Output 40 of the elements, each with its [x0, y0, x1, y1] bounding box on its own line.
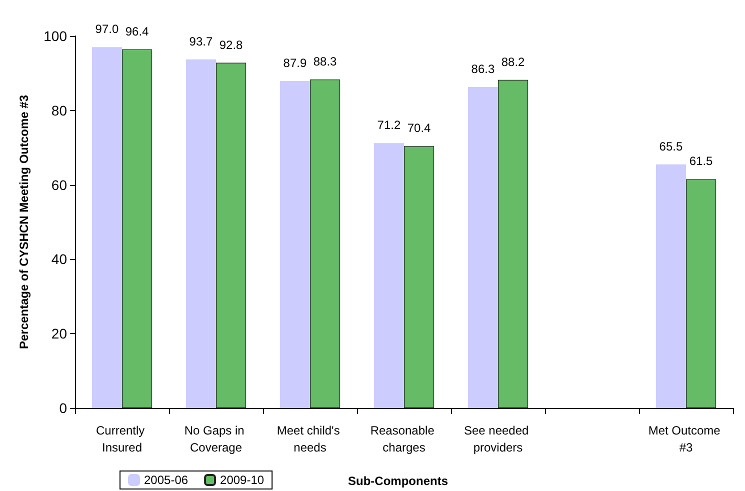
x-tick-label: Meet child's needs [276, 424, 344, 454]
x-tick-label: See needed providers [464, 424, 532, 454]
bar [656, 164, 686, 408]
bar [468, 86, 498, 408]
bar [186, 59, 216, 408]
y-tick-label: 100 [44, 28, 68, 44]
data-label: 88.2 [501, 54, 526, 69]
data-label: 87.9 [283, 56, 307, 70]
data-label: 96.4 [125, 24, 150, 38]
y-axis-title: Percentage of CYSHCN Meeting Outcome #3 [17, 94, 31, 350]
y-tick-label: 80 [51, 102, 68, 118]
data-label: 97.0 [95, 22, 119, 36]
data-label: 86.3 [471, 62, 495, 76]
x-tick-label: Currently Insured [96, 424, 148, 454]
y-tick-label: 60 [51, 176, 68, 193]
y-tick-label: 40 [51, 251, 68, 268]
bar [498, 80, 528, 408]
bar [280, 81, 310, 408]
x-tick-label: Reasonable charges [370, 424, 438, 454]
bar [374, 143, 404, 408]
data-label: 92.8 [219, 38, 244, 52]
x-axis-title: Sub-Components [348, 474, 448, 488]
bar [404, 146, 434, 408]
data-label: 70.4 [407, 121, 432, 136]
data-label: 93.7 [189, 34, 213, 48]
bar [92, 47, 122, 408]
y-tick-label: 20 [51, 326, 68, 342]
legend-label: 2009-10 [220, 473, 264, 487]
bar [216, 62, 246, 408]
data-label: 65.5 [659, 139, 683, 154]
data-label: 88.3 [313, 54, 338, 69]
bar [310, 80, 340, 408]
x-tick-label: No Gaps in Coverage [184, 424, 248, 454]
data-label: 71.2 [377, 118, 401, 132]
y-tick-label: 0 [59, 400, 68, 416]
bar [122, 49, 152, 408]
legend-label: 2005-06 [144, 473, 188, 487]
bar [686, 179, 716, 408]
x-tick-label: Met Outcome #3 [648, 424, 724, 454]
data-label: 61.5 [689, 154, 714, 168]
